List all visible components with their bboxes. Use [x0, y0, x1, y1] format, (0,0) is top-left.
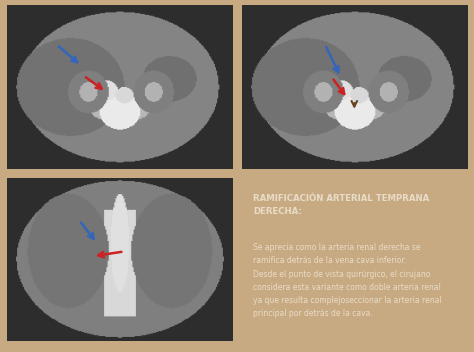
Text: Se aprecia como la arteria renal derecha se
ramifica detrás de la vena cava infe: Se aprecia como la arteria renal derecha…: [253, 243, 442, 318]
Text: RAMIFICACIÓN ARTERIAL TEMPRANA
DERECHA:: RAMIFICACIÓN ARTERIAL TEMPRANA DERECHA:: [253, 194, 429, 216]
